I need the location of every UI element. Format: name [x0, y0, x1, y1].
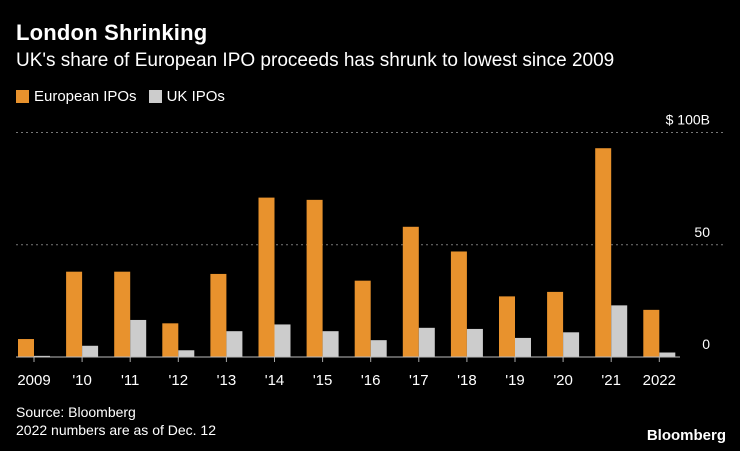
bar-uk — [130, 319, 147, 357]
bar-european — [210, 273, 227, 357]
bar-uk — [178, 350, 195, 357]
legend-label-european: European IPOs — [34, 88, 137, 105]
bar-uk — [370, 340, 387, 357]
bar-european — [402, 226, 419, 357]
x-tick-label: '17 — [409, 372, 429, 389]
x-tick-label: '15 — [313, 372, 333, 389]
bar-european — [66, 271, 83, 357]
bar-uk — [274, 324, 291, 357]
bar-european — [595, 148, 612, 357]
bar-uk — [34, 355, 50, 357]
bar-uk — [82, 345, 99, 357]
x-tick-label: '13 — [217, 372, 237, 389]
x-tick-label: '11 — [121, 372, 139, 389]
x-tick-label: '14 — [265, 372, 285, 389]
bar-european — [162, 323, 179, 357]
bar-uk — [418, 327, 435, 357]
bar-european — [354, 280, 371, 357]
bar-european — [450, 251, 467, 357]
legend-item-uk: UK IPOs — [148, 88, 225, 105]
legend-label-uk: UK IPOs — [166, 88, 225, 105]
x-tick-label: '10 — [72, 372, 92, 389]
bar-uk — [611, 305, 628, 357]
bar-european — [547, 291, 564, 357]
bar-uk — [226, 331, 243, 357]
bar-uk — [659, 352, 676, 357]
bar-uk — [515, 337, 531, 357]
legend-swatch-uk — [148, 90, 162, 103]
legend: European IPOs UK IPOs — [16, 88, 237, 105]
bar-european — [18, 339, 34, 357]
y-tick-label: $ 100B — [666, 112, 710, 128]
x-tick-label: '21 — [601, 372, 621, 389]
chart-title: London Shrinking — [16, 20, 208, 45]
bar-european — [643, 309, 660, 357]
source-note: Source: Bloomberg — [16, 404, 136, 420]
bar-european — [114, 271, 131, 357]
x-tick-label: '20 — [553, 372, 573, 389]
x-tick-label: 2009 — [17, 372, 50, 389]
y-tick-label: 0 — [702, 336, 710, 352]
date-note: 2022 numbers are as of Dec. 12 — [16, 422, 217, 438]
x-tick-label: '18 — [457, 372, 477, 389]
legend-swatch-european — [16, 90, 29, 103]
bloomberg-logo: Bloomberg — [646, 427, 726, 444]
x-tick-label: '19 — [505, 372, 525, 389]
legend-item-european: European IPOs — [16, 88, 137, 105]
bar-uk — [322, 331, 339, 357]
bar-european — [306, 199, 323, 357]
bar-european — [499, 296, 515, 357]
x-tick-label: 2022 — [643, 372, 676, 389]
bar-european — [258, 197, 275, 357]
x-tick-label: '16 — [361, 372, 381, 389]
x-tick-label: '12 — [169, 372, 189, 389]
bar-uk — [466, 328, 483, 357]
y-tick-label: 50 — [694, 224, 710, 240]
bar-uk — [563, 332, 580, 357]
chart-subtitle: UK's share of European IPO proceeds has … — [16, 50, 615, 71]
